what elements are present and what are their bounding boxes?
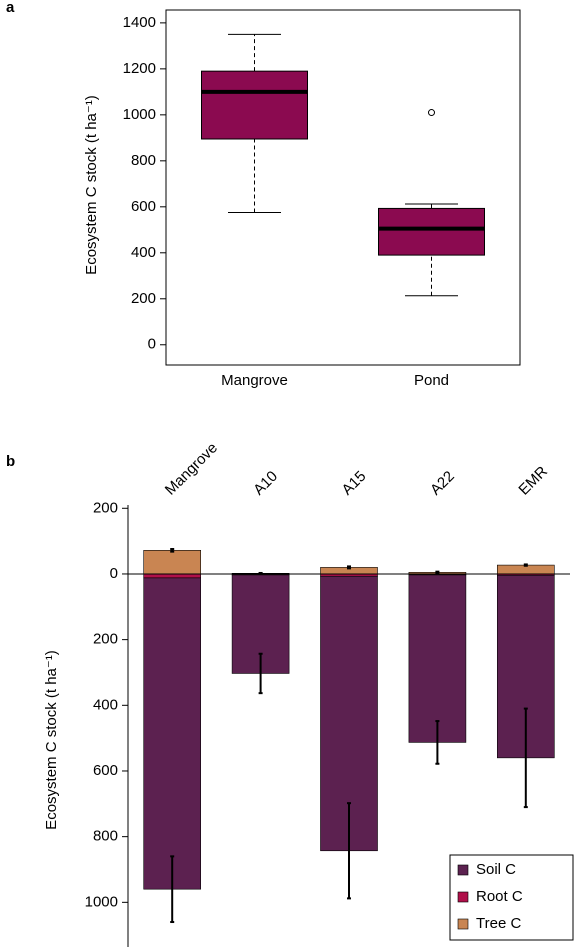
y-tick-label: 1000: [85, 893, 118, 910]
y-axis-label: Ecosystem C stock (t ha⁻¹): [43, 650, 60, 830]
outlier: [428, 109, 435, 117]
legend-swatch: [457, 891, 469, 903]
y-tick-label: 200: [93, 499, 118, 516]
x-tick-label: Mangrove: [221, 372, 288, 389]
bar-segment: [143, 573, 201, 579]
bar-segment: [408, 574, 467, 743]
y-tick-label: 0: [148, 336, 156, 353]
panel-label: b: [6, 453, 15, 470]
y-axis-label: Ecosystem C stock (t ha⁻¹): [83, 95, 100, 275]
y-tick-label: 200: [93, 631, 118, 648]
y-tick-label: 400: [131, 244, 156, 261]
box: [378, 207, 485, 256]
legend-box: [449, 854, 574, 941]
x-tick-label: A10: [250, 468, 281, 499]
legend-swatch: [457, 918, 469, 930]
legend-swatch: [457, 864, 469, 876]
y-tick-label: 600: [131, 198, 156, 215]
y-tick-label: 800: [131, 152, 156, 169]
x-tick-label: A15: [339, 468, 370, 499]
y-tick-label: 800: [93, 828, 118, 845]
x-tick-label: Mangrove: [162, 439, 221, 498]
x-tick-label: Pond: [414, 372, 449, 389]
y-tick-label: 600: [93, 762, 118, 779]
y-tick-label: 1400: [123, 14, 156, 31]
bar-segment: [143, 577, 201, 890]
y-tick-label: 200: [131, 290, 156, 307]
bar-segment: [143, 550, 201, 575]
y-tick-label: 1200: [123, 60, 156, 77]
y-tick-label: 400: [93, 696, 118, 713]
y-tick-label: 0: [110, 565, 118, 582]
legend-label: Tree C: [476, 915, 521, 932]
legend-label: Soil C: [476, 861, 516, 878]
x-tick-label: EMR: [515, 463, 551, 499]
box: [201, 70, 308, 140]
legend-label: Root C: [476, 888, 523, 905]
x-tick-label: A22: [427, 468, 458, 499]
panel-label: a: [6, 0, 15, 16]
plot-frame: [165, 9, 521, 366]
y-tick-label: 1000: [123, 106, 156, 123]
